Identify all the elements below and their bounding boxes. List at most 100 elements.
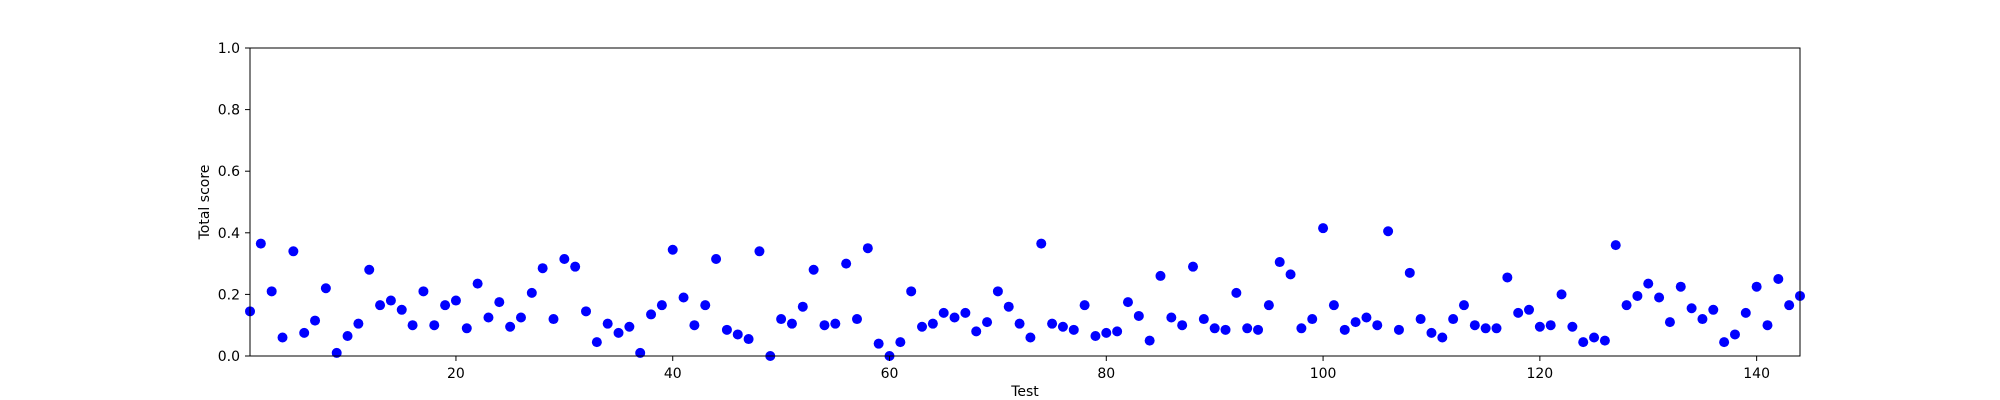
data-point — [494, 297, 505, 308]
data-point — [841, 258, 852, 269]
data-point — [472, 278, 483, 289]
data-point — [299, 327, 310, 338]
data-point — [353, 318, 364, 329]
x-tick-label: 100 — [1310, 366, 1337, 382]
x-tick-label: 120 — [1526, 366, 1553, 382]
data-point — [1101, 327, 1112, 338]
data-point — [440, 300, 451, 311]
data-point — [1469, 320, 1480, 331]
data-point — [385, 295, 396, 306]
data-point — [331, 347, 342, 358]
data-point — [1448, 314, 1459, 325]
data-point — [396, 304, 407, 315]
data-point — [1242, 323, 1253, 334]
data-point — [873, 338, 884, 349]
y-tick-label: 1.0 — [218, 41, 240, 57]
data-point — [1415, 314, 1426, 325]
data-point — [1643, 278, 1654, 289]
data-point — [1686, 303, 1697, 314]
data-point — [927, 318, 938, 329]
data-point — [949, 312, 960, 323]
data-point — [1621, 300, 1632, 311]
data-point — [1014, 318, 1025, 329]
data-point — [1762, 320, 1773, 331]
data-point — [1458, 300, 1469, 311]
x-tick-label: 80 — [1097, 366, 1115, 382]
data-point — [1209, 323, 1220, 334]
data-point — [1122, 297, 1133, 308]
data-point — [1285, 269, 1296, 280]
data-point — [526, 287, 537, 298]
data-point — [1578, 337, 1589, 348]
data-point — [667, 244, 678, 255]
data-point — [1740, 307, 1751, 318]
plot-area-frame — [249, 47, 1801, 357]
data-point — [1155, 270, 1166, 281]
data-point — [364, 264, 375, 275]
data-point — [1426, 327, 1437, 338]
data-point — [1404, 267, 1415, 278]
data-point — [1599, 335, 1610, 346]
x-tick-label: 20 — [447, 366, 465, 382]
data-point — [1166, 312, 1177, 323]
data-point — [559, 253, 570, 264]
data-point — [797, 301, 808, 312]
data-point — [548, 314, 559, 325]
data-point — [1047, 318, 1058, 329]
data-point — [1393, 324, 1404, 335]
data-point — [450, 295, 461, 306]
data-point — [1610, 240, 1621, 251]
data-point — [1556, 289, 1567, 300]
data-point — [938, 307, 949, 318]
x-tick-label: 40 — [664, 366, 682, 382]
x-tick-label: 60 — [881, 366, 899, 382]
data-point — [342, 330, 353, 341]
data-point — [895, 337, 906, 348]
data-point — [461, 323, 472, 334]
data-point — [1003, 301, 1014, 312]
data-point — [1480, 323, 1491, 334]
data-point — [1675, 281, 1686, 292]
data-point — [906, 286, 917, 297]
data-point — [971, 326, 982, 337]
data-point — [1664, 317, 1675, 328]
data-point — [1773, 274, 1784, 284]
data-point — [689, 320, 700, 331]
data-point — [1177, 320, 1188, 331]
data-point — [591, 337, 602, 348]
data-point — [917, 321, 928, 332]
data-point — [732, 329, 743, 340]
x-tick-label: 140 — [1743, 366, 1770, 382]
data-point — [1025, 332, 1036, 343]
data-point — [1751, 281, 1762, 292]
data-point — [1318, 223, 1329, 234]
data-point — [1524, 304, 1535, 315]
data-point — [1545, 320, 1556, 331]
data-point — [1697, 314, 1708, 325]
data-point — [743, 334, 754, 345]
data-point — [711, 253, 722, 264]
data-point — [678, 292, 689, 303]
data-points — [245, 223, 1805, 361]
data-point — [1513, 307, 1524, 318]
data-point — [1708, 304, 1719, 315]
y-tick-label: 0.6 — [218, 164, 240, 180]
data-point — [266, 286, 277, 297]
data-point — [982, 317, 993, 328]
data-point — [851, 314, 862, 325]
y-tick-label: 0.0 — [218, 349, 240, 365]
data-point — [1589, 332, 1600, 343]
data-point — [1361, 312, 1372, 323]
data-point — [1144, 335, 1155, 346]
data-point — [819, 320, 830, 331]
data-point — [515, 312, 526, 323]
y-axis-ticks: 0.0 0.2 0.4 0.6 0.8 1.0 — [218, 41, 250, 365]
y-tick-label: 0.8 — [218, 103, 240, 119]
data-point — [483, 312, 494, 323]
data-point — [721, 324, 732, 335]
data-point — [1133, 310, 1144, 321]
data-point — [1502, 272, 1513, 283]
data-point — [786, 318, 797, 329]
data-point — [656, 300, 667, 311]
